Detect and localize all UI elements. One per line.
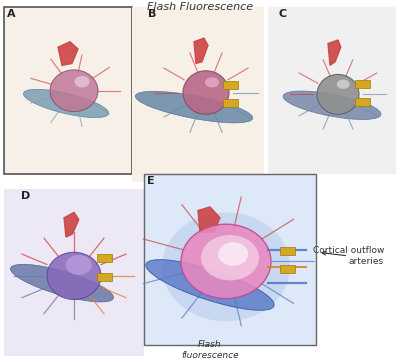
- Text: Flash
fluorescence: Flash fluorescence: [181, 340, 239, 360]
- Ellipse shape: [317, 74, 359, 114]
- Ellipse shape: [47, 252, 101, 299]
- Ellipse shape: [146, 260, 274, 310]
- Bar: [97, 254, 112, 262]
- Text: B: B: [148, 9, 156, 19]
- Bar: [4, 189, 144, 356]
- Polygon shape: [194, 38, 208, 64]
- Text: A: A: [7, 9, 16, 19]
- Polygon shape: [198, 207, 220, 232]
- Bar: [223, 99, 238, 107]
- Ellipse shape: [74, 76, 90, 87]
- Ellipse shape: [10, 264, 114, 302]
- Bar: [280, 247, 295, 255]
- Ellipse shape: [66, 255, 92, 275]
- Ellipse shape: [162, 212, 290, 321]
- Bar: [268, 7, 396, 174]
- Ellipse shape: [205, 77, 219, 87]
- Ellipse shape: [181, 224, 271, 298]
- Text: D: D: [21, 191, 30, 201]
- Ellipse shape: [24, 89, 108, 118]
- Bar: [223, 81, 238, 89]
- Ellipse shape: [135, 91, 253, 123]
- Ellipse shape: [183, 71, 229, 114]
- Polygon shape: [58, 42, 78, 65]
- Ellipse shape: [283, 91, 381, 119]
- Bar: [132, 7, 264, 181]
- Bar: [144, 174, 316, 345]
- Bar: [355, 98, 370, 106]
- Polygon shape: [64, 212, 79, 237]
- Ellipse shape: [218, 242, 248, 266]
- Bar: [97, 273, 112, 281]
- Text: C: C: [278, 9, 286, 19]
- Bar: [355, 80, 370, 88]
- Bar: [280, 265, 295, 273]
- Ellipse shape: [201, 235, 259, 280]
- Text: Flash Fluorescence: Flash Fluorescence: [147, 2, 253, 12]
- Bar: [4, 7, 132, 174]
- Ellipse shape: [337, 79, 350, 89]
- Text: Cortical outflow
arteries: Cortical outflow arteries: [313, 246, 384, 266]
- Ellipse shape: [50, 70, 98, 112]
- Polygon shape: [328, 40, 341, 65]
- Text: E: E: [147, 176, 155, 186]
